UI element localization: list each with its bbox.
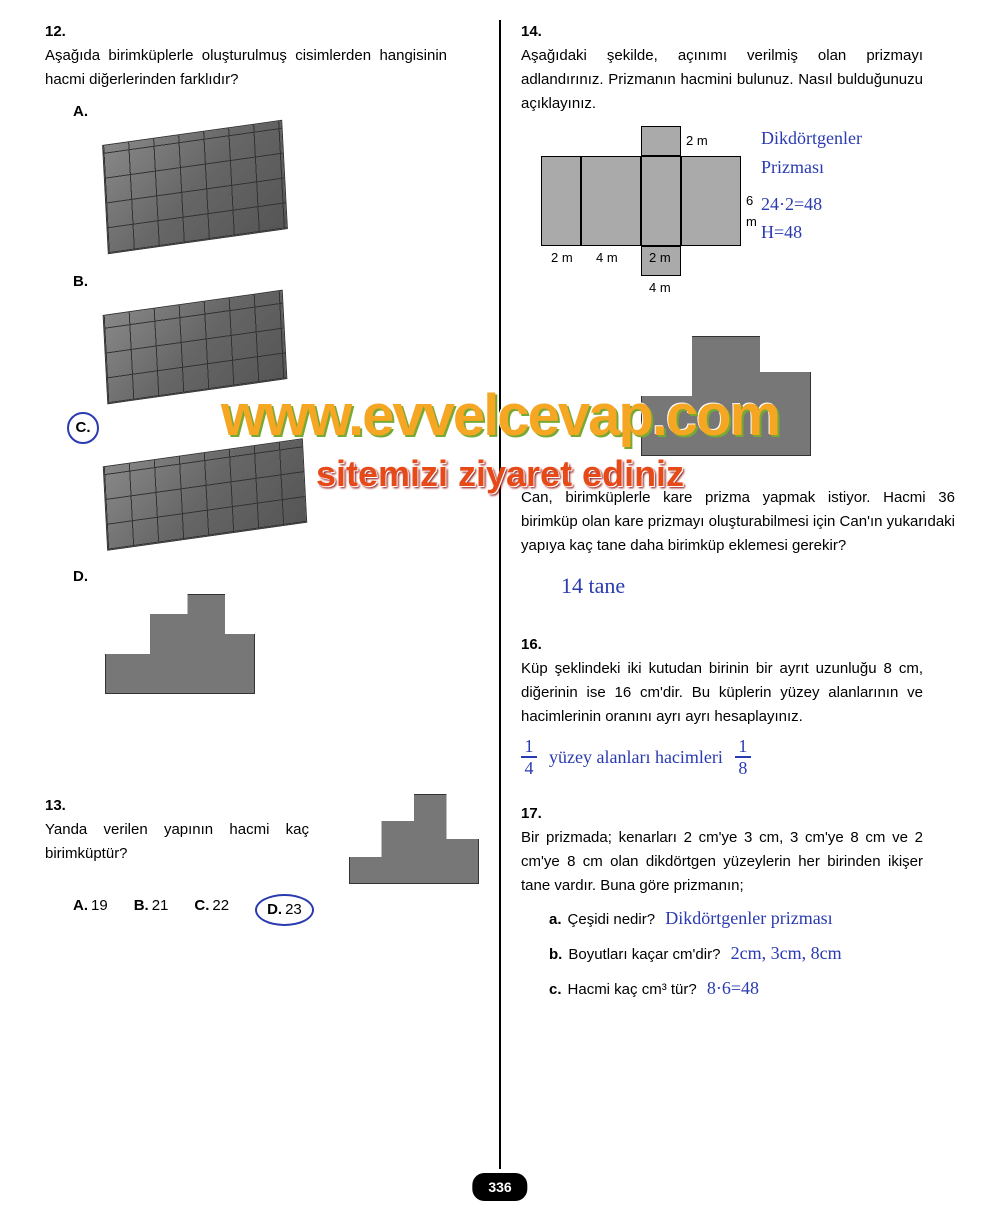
- q15-text: Can, birimküplerle kare prizma yapmak is…: [521, 486, 955, 558]
- q12-text: Aşağıda birimküplerle oluşturulmuş cisim…: [45, 44, 447, 92]
- q13-answers: A.19 B.21 C.22 D.23: [73, 894, 479, 926]
- dim-4m-b2: 4 m: [649, 278, 671, 299]
- q12-opt-d-label: D.: [73, 565, 88, 589]
- q12-figure-d: [105, 594, 255, 694]
- worksheet-page: 12. Aşağıda birimküplerle oluşturulmuş c…: [0, 0, 1000, 1209]
- q16-number: 16.: [521, 633, 549, 657]
- q12-opt-b-label: B.: [73, 270, 88, 294]
- page-number: 336: [472, 1173, 527, 1201]
- q14-hw2: Prizması: [761, 153, 862, 182]
- question-12: 12. Aşağıda birimküplerle oluşturulmuş c…: [45, 20, 479, 694]
- dim-2m-top: 2 m: [686, 131, 708, 152]
- q12-opt-c-circled: C.: [67, 412, 99, 444]
- q17-number: 17.: [521, 802, 549, 826]
- q12-figure-a: [102, 120, 288, 254]
- q17-text: Bir prizmada; kenarları 2 cm'ye 3 cm, 3 …: [521, 826, 923, 898]
- q17-c-hw: 8·6=48: [707, 978, 759, 998]
- q14-text: Aşağıdaki şekilde, açınımı verilmiş olan…: [521, 44, 923, 116]
- question-16: 16. Küp şeklindeki iki kutudan birinin b…: [521, 633, 955, 777]
- q16-hw-mid: yüzey alanları hacimleri: [549, 743, 723, 772]
- dim-4m-b1: 4 m: [596, 248, 618, 269]
- question-15: Can, birimküplerle kare prizma yapmak is…: [521, 486, 955, 603]
- dim-2m-b2: 2 m: [649, 248, 671, 269]
- q15-figure-placeholder: [521, 336, 955, 486]
- q14-number: 14.: [521, 20, 549, 44]
- q13-number: 13.: [45, 794, 73, 818]
- q17-sub-c: c.Hacmi kaç cm³ tür? 8·6=48: [549, 974, 955, 1003]
- q14-hw4: H=48: [761, 218, 862, 247]
- q14-net-figure: 2 m 6 m 2 m 4 m 2 m 4 m: [541, 126, 761, 306]
- q16-handwriting: 14 yüzey alanları hacimleri 18: [521, 737, 955, 777]
- q13-ans-c: C.22: [194, 894, 229, 926]
- q12-figure-c: [103, 438, 307, 550]
- q14-hw1: Dikdörtgenler: [761, 124, 862, 153]
- dim-2m-b1: 2 m: [551, 248, 573, 269]
- q16-frac2: 18: [735, 737, 751, 777]
- q17-a-hw: Dikdörtgenler prizması: [665, 908, 832, 928]
- q16-text: Küp şeklindeki iki kutudan birinin bir a…: [521, 657, 923, 729]
- q17-b-hw: 2cm, 3cm, 8cm: [731, 943, 842, 963]
- q13-figure: [349, 794, 479, 884]
- question-13: 13. Yanda verilen yapının hacmi kaç biri…: [45, 794, 479, 926]
- q12-figure-b: [103, 290, 288, 405]
- right-column: 14. Aşağıdaki şekilde, açınımı verilmiş …: [506, 20, 970, 1169]
- q13-ans-d-circled: D.23: [255, 894, 314, 926]
- q13-ans-a: A.19: [73, 894, 108, 926]
- q14-handwriting: Dikdörtgenler Prizması 24·2=48 H=48: [761, 116, 862, 247]
- q16-frac1: 14: [521, 737, 537, 777]
- dim-6m: 6 m: [746, 191, 761, 233]
- q14-hw3: 24·2=48: [761, 190, 862, 219]
- q12-opt-a-label: A.: [73, 100, 88, 124]
- question-14: 14. Aşağıdaki şekilde, açınımı verilmiş …: [521, 20, 955, 316]
- column-divider: [499, 20, 501, 1169]
- q15-hw: 14 tane: [561, 568, 955, 603]
- q13-ans-b: B.21: [134, 894, 169, 926]
- left-column: 12. Aşağıda birimküplerle oluşturulmuş c…: [30, 20, 494, 1169]
- q12-number: 12.: [45, 20, 73, 44]
- q17-sub-a: a.Çeşidi nedir? Dikdörtgenler prizması: [549, 904, 955, 933]
- q17-sub-b: b.Boyutları kaçar cm'dir? 2cm, 3cm, 8cm: [549, 939, 955, 968]
- q13-text: Yanda verilen yapının hacmi kaç birimküp…: [45, 818, 309, 866]
- question-17: 17. Bir prizmada; kenarları 2 cm'ye 3 cm…: [521, 802, 955, 1002]
